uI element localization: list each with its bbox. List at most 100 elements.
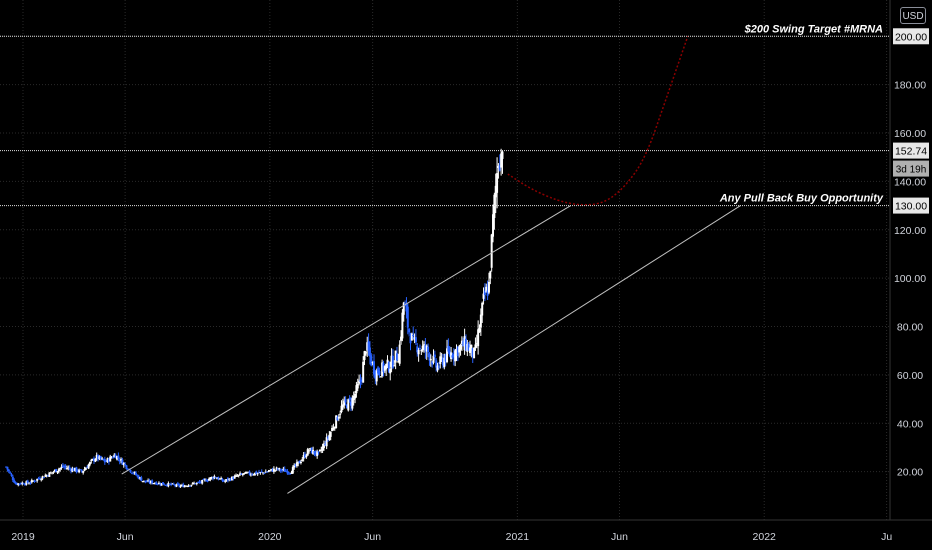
candle-body (28, 483, 31, 485)
level-price-box (893, 197, 929, 214)
candle-body (293, 465, 296, 468)
x-tick-label: 2020 (258, 531, 282, 543)
candle-body (294, 464, 297, 466)
candle-body (487, 281, 490, 293)
candle-body (410, 333, 413, 341)
candle-body (454, 350, 457, 362)
candle-body (460, 340, 463, 345)
candle-body (262, 472, 265, 474)
candle-body (15, 483, 18, 485)
candle-body (115, 456, 118, 460)
candle-body (67, 467, 70, 469)
level-labels: 200.00 152.74 3d 19h 130.00 (893, 28, 929, 214)
candle-body (19, 483, 22, 485)
candle-body (427, 346, 430, 353)
candle-body (337, 416, 340, 419)
candle-body (409, 336, 412, 344)
candle-body (359, 379, 362, 382)
candle-body (436, 365, 439, 371)
candle-body (485, 286, 488, 293)
candle-body (447, 345, 450, 352)
candle-body (437, 366, 440, 368)
candle-body (166, 484, 169, 486)
projected-path (507, 36, 689, 206)
candle-body (276, 468, 279, 470)
candle-body (270, 468, 273, 470)
candle-body (312, 449, 315, 455)
x-tick-label: 2019 (11, 531, 35, 543)
candle-body (42, 477, 45, 479)
x-tick-label: 2021 (506, 531, 530, 543)
candle-body (360, 379, 363, 381)
candle-body (241, 474, 244, 476)
candle-body (47, 475, 50, 477)
candle-body (428, 353, 431, 361)
candle-body (379, 376, 382, 378)
candle-body (448, 351, 451, 356)
candle-body (439, 356, 442, 364)
candle-body (423, 344, 426, 349)
candle-body (21, 482, 24, 485)
y-tick-label: 60.00 (897, 370, 923, 382)
candle-body (179, 485, 182, 487)
candle-body (153, 483, 156, 485)
candle-body (76, 470, 79, 472)
candle-body (314, 452, 317, 455)
time-axis[interactable]: 2019 Jun 2020 Jun 2021 Jun 2022 Ju (11, 531, 892, 543)
candle-body (482, 293, 485, 299)
candle-body (446, 348, 449, 362)
candle-body (189, 485, 192, 487)
candle-body (61, 465, 64, 467)
candle-body (88, 462, 91, 465)
candle-body (121, 459, 124, 465)
candle-body (229, 478, 232, 481)
level-price-label: 152.74 (895, 146, 927, 158)
candle-body (266, 471, 269, 473)
candle-body (232, 477, 235, 480)
candle-body (486, 290, 489, 296)
candle-body (99, 456, 102, 460)
candle-body (267, 471, 270, 473)
candle-body (143, 480, 146, 482)
candle-body (60, 466, 63, 469)
candle-body (33, 481, 36, 483)
candle-body (17, 483, 20, 485)
candle-body (129, 469, 132, 473)
candle-body (155, 482, 158, 485)
currency-button[interactable]: USD (900, 7, 926, 24)
candle-body (440, 357, 443, 359)
candle-body (222, 480, 225, 482)
candle-body (187, 485, 190, 487)
candle-body (78, 469, 81, 473)
candle-body (444, 354, 447, 362)
candle-body (421, 345, 424, 351)
candle-body (441, 358, 444, 366)
candle-body (168, 483, 171, 485)
candle-body (406, 306, 409, 328)
candle-body (132, 472, 135, 474)
candle-body (377, 367, 380, 374)
candle-body (383, 366, 386, 371)
candle-body (401, 312, 404, 339)
candle-body (413, 337, 416, 341)
x-tick-label: Jun (364, 531, 381, 543)
candle-body (221, 479, 224, 481)
candle-body (456, 346, 459, 356)
candle-body (351, 398, 354, 409)
candle-body (152, 483, 155, 485)
candle-body (7, 469, 10, 472)
candle-body (195, 482, 198, 484)
candle-body (348, 398, 351, 400)
candle-body (347, 399, 350, 411)
candle-body (49, 472, 52, 474)
candle-body (253, 472, 256, 476)
candle-body (141, 481, 144, 483)
candle-body (26, 480, 29, 483)
candle-body (224, 480, 227, 482)
candle-body (489, 271, 492, 279)
candle-body (459, 344, 462, 350)
candle-body (57, 469, 60, 472)
x-tick-label: Jun (117, 531, 134, 543)
